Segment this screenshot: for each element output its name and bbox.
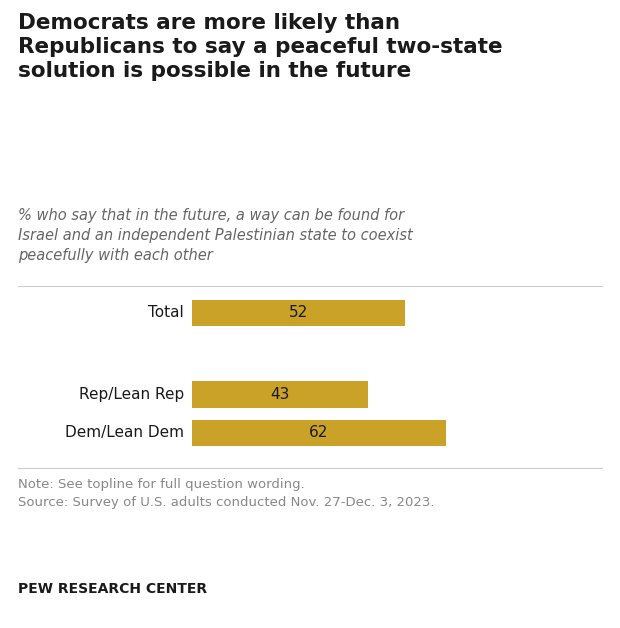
Bar — [192, 420, 446, 446]
Bar — [192, 381, 368, 408]
Text: Note: See topline for full question wording.: Note: See topline for full question word… — [18, 478, 305, 491]
Text: Democrats are more likely than
Republicans to say a peaceful two-state
solution : Democrats are more likely than Republica… — [18, 13, 503, 81]
Bar — [192, 300, 405, 326]
Text: Dem/Lean Dem: Dem/Lean Dem — [65, 425, 184, 440]
Text: PEW RESEARCH CENTER: PEW RESEARCH CENTER — [18, 582, 207, 596]
Text: Source: Survey of U.S. adults conducted Nov. 27-Dec. 3, 2023.: Source: Survey of U.S. adults conducted … — [18, 496, 435, 509]
Text: Rep/Lean Rep: Rep/Lean Rep — [79, 387, 184, 402]
Text: % who say that in the future, a way can be found for
Israel and an independent P: % who say that in the future, a way can … — [18, 208, 413, 263]
Text: 52: 52 — [289, 305, 308, 320]
Text: 62: 62 — [309, 425, 329, 440]
Text: Total: Total — [148, 305, 184, 320]
Text: 43: 43 — [270, 387, 290, 402]
